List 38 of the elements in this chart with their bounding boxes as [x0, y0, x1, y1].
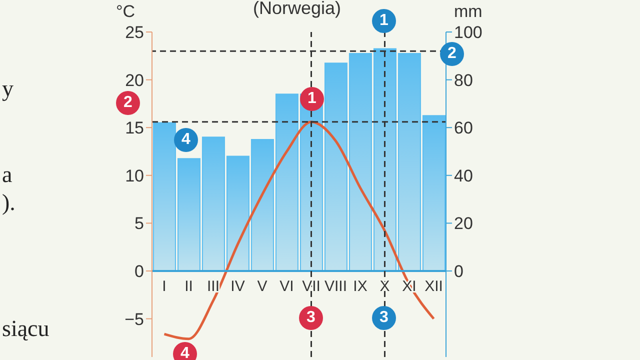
- y2-tick-label: 0: [454, 262, 464, 282]
- x-tick-label: VII: [302, 278, 320, 295]
- x-tick-label: IX: [353, 278, 368, 295]
- text: ).: [2, 190, 16, 216]
- chart-title: (Norwegia): [252, 0, 342, 18]
- y-tick-label: −5: [124, 310, 144, 329]
- y2-tick-label: 60: [454, 118, 473, 138]
- y-tick-label: 10: [125, 166, 144, 186]
- y2-tick-label: 100: [454, 23, 482, 42]
- y-axis-title: °C: [116, 2, 136, 22]
- y2-axis-title: mm: [454, 2, 482, 22]
- x-tick-label: VIII: [324, 278, 348, 295]
- annotation: 4: [173, 342, 197, 360]
- x-tick-label: V: [257, 278, 268, 295]
- y-tick-label: 25: [125, 23, 144, 42]
- y-tick-label: 5: [134, 214, 144, 234]
- text: 1: [372, 9, 396, 33]
- annotation: 3: [299, 306, 323, 330]
- annotation: 4: [174, 128, 198, 152]
- text: y: [2, 76, 14, 102]
- x-tick-label: VI: [280, 278, 294, 295]
- annotation: 3: [372, 306, 396, 330]
- y2-tick-label: 40: [454, 166, 473, 186]
- text: 2: [116, 91, 140, 115]
- x-tick-label: IV: [230, 278, 245, 295]
- text: 2: [440, 42, 464, 66]
- text: siącu: [2, 316, 50, 342]
- y-tick-label: 0: [134, 262, 144, 282]
- x-tick-label: III: [206, 278, 220, 295]
- text: a: [2, 162, 12, 188]
- y-tick-label: 15: [125, 118, 144, 138]
- y-tick-label: 20: [125, 70, 144, 90]
- y2-tick-label: 20: [454, 214, 473, 234]
- annotation: 1: [300, 87, 324, 111]
- x-tick-label: XII: [424, 278, 443, 295]
- x-tick-label: I: [162, 278, 166, 295]
- y2-tick-label: 80: [454, 70, 473, 90]
- x-tick-label: II: [184, 278, 193, 295]
